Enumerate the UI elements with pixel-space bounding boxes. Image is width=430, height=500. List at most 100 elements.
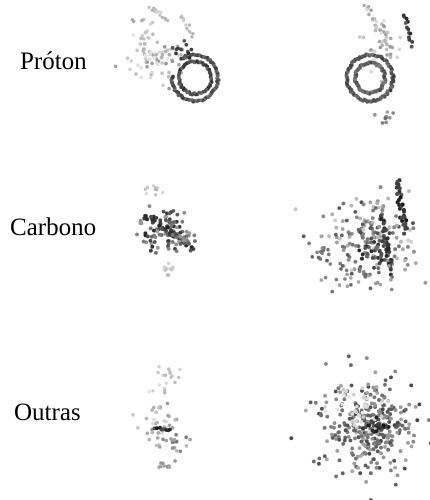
point (332, 421, 337, 425)
point (142, 37, 146, 41)
point (178, 234, 183, 239)
point (392, 423, 397, 427)
point (373, 370, 378, 375)
point (357, 446, 362, 450)
point (353, 259, 358, 264)
point (358, 431, 363, 435)
point (348, 438, 353, 443)
point (380, 208, 385, 213)
point (399, 239, 403, 244)
point (383, 440, 388, 445)
point (131, 33, 136, 37)
point (160, 227, 165, 231)
point (164, 438, 169, 443)
point (170, 426, 175, 430)
point (151, 389, 155, 393)
point (356, 466, 360, 470)
point (374, 444, 379, 449)
point (349, 383, 354, 388)
point (139, 65, 143, 70)
point (188, 437, 192, 442)
point (372, 441, 376, 446)
point (344, 268, 349, 273)
point (337, 236, 342, 241)
point (367, 451, 372, 456)
point (386, 246, 391, 251)
point (334, 437, 338, 441)
point (352, 423, 357, 427)
point (189, 47, 194, 52)
point (319, 278, 324, 282)
point (335, 407, 340, 412)
point (365, 8, 369, 12)
point (147, 389, 151, 394)
point (167, 52, 172, 57)
point (389, 443, 394, 447)
point (379, 451, 383, 456)
point (407, 402, 412, 407)
point (145, 186, 150, 190)
point (152, 218, 157, 223)
point (150, 408, 155, 412)
point (150, 244, 155, 249)
point (410, 40, 415, 44)
point (334, 277, 339, 282)
point (393, 369, 398, 374)
point (380, 407, 385, 412)
point (336, 435, 341, 439)
point (154, 410, 158, 414)
point (338, 261, 342, 266)
point (409, 44, 414, 49)
point (403, 258, 407, 263)
point (397, 186, 402, 191)
point (379, 445, 383, 450)
point (145, 217, 150, 222)
point (385, 42, 389, 47)
point (339, 267, 343, 271)
point (178, 367, 182, 372)
point (182, 241, 187, 246)
point (383, 39, 388, 44)
point (377, 466, 382, 470)
point (342, 397, 347, 402)
point (375, 235, 380, 240)
point (394, 214, 398, 218)
point (392, 225, 396, 230)
point (323, 405, 327, 409)
point (373, 113, 377, 117)
point (170, 233, 175, 237)
point (400, 218, 405, 223)
point (163, 49, 168, 54)
point (334, 474, 338, 479)
point (383, 116, 388, 121)
point (366, 4, 371, 9)
point (368, 447, 373, 452)
point (380, 432, 384, 437)
point (358, 230, 363, 235)
point (172, 220, 177, 224)
point (408, 31, 413, 36)
point (357, 248, 362, 253)
point (347, 235, 352, 239)
point (349, 231, 354, 236)
point (361, 232, 366, 236)
point (128, 67, 132, 72)
point (307, 241, 311, 246)
point (330, 432, 334, 437)
point (379, 31, 383, 35)
point (145, 431, 150, 436)
point (151, 184, 156, 188)
point (380, 239, 385, 244)
point (412, 433, 416, 438)
point (135, 232, 139, 237)
point (163, 388, 167, 392)
point (381, 423, 386, 428)
point (161, 437, 165, 442)
point (353, 436, 357, 441)
point (359, 420, 363, 424)
point (368, 405, 373, 410)
point (333, 232, 338, 237)
point (349, 363, 353, 367)
point (385, 436, 390, 440)
point (167, 211, 172, 216)
